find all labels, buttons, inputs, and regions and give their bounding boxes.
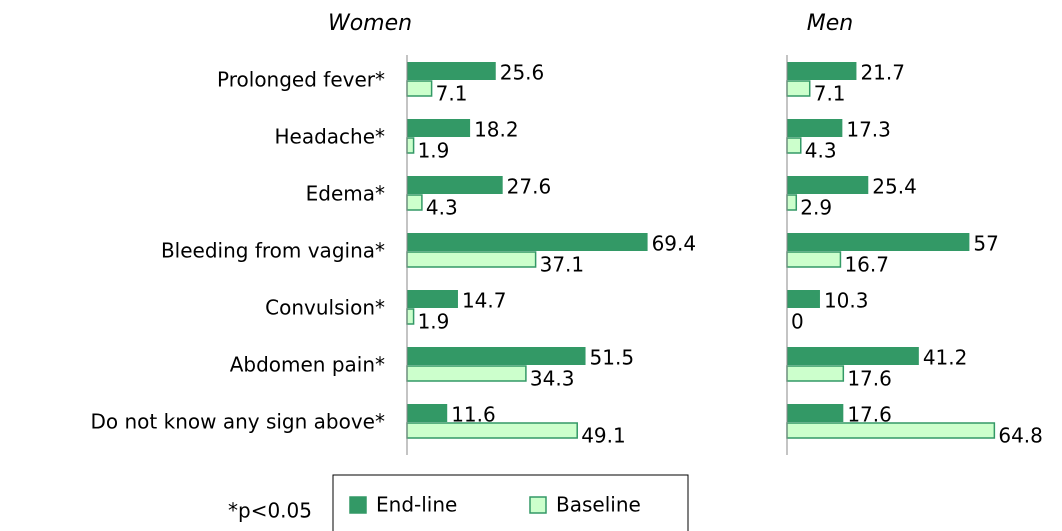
bar: [787, 404, 844, 422]
bar: [406, 137, 415, 154]
value-label: 2.9: [800, 196, 832, 220]
value-label: 21.7: [860, 61, 905, 85]
bar: [407, 404, 448, 422]
y-tick-label: Bleeding from vagina*: [161, 239, 385, 263]
bar: [406, 80, 433, 97]
y-tick-label: Headache*: [274, 125, 385, 149]
y-tick-label: Prolonged fever*: [217, 68, 385, 92]
value-label: 7.1: [814, 82, 846, 106]
footnote: *p<0.05: [228, 499, 312, 523]
bar: [406, 194, 423, 211]
bar: [787, 176, 869, 194]
bar: [406, 251, 537, 268]
bar: [406, 422, 578, 439]
bar: [786, 251, 842, 268]
bar: [787, 233, 970, 251]
value-label: 1.9: [418, 139, 450, 163]
value-label: 69.4: [652, 232, 697, 256]
value-label: 16.7: [844, 253, 889, 277]
bar: [786, 80, 811, 97]
value-label: 25.6: [500, 61, 545, 85]
legend-swatch: [529, 496, 547, 514]
value-label: 17.3: [846, 118, 891, 142]
value-label: 17.6: [847, 367, 892, 391]
bar: [786, 365, 845, 382]
value-label: 1.9: [418, 310, 450, 334]
legend-swatch: [349, 496, 367, 514]
y-tick-label: Convulsion*: [265, 296, 385, 320]
value-label: 18.2: [474, 118, 519, 142]
bar: [406, 308, 415, 325]
bar: [786, 194, 798, 211]
y-tick-label: Do not know any sign above*: [91, 410, 385, 434]
value-label: 37.1: [540, 253, 585, 277]
bar: [787, 119, 843, 137]
value-label: 0: [791, 310, 804, 334]
value-label: 34.3: [530, 367, 575, 391]
bar: [407, 176, 503, 194]
value-label: 4.3: [426, 196, 458, 220]
y-tick-label: Edema*: [306, 182, 385, 206]
bar: [407, 119, 471, 137]
panel-title: Women: [328, 11, 412, 36]
bar: [406, 365, 527, 382]
value-label: 14.7: [462, 289, 507, 313]
bar: [407, 62, 496, 80]
bar: [787, 62, 857, 80]
value-label: 41.2: [923, 346, 968, 370]
bar: [786, 137, 802, 154]
bar: [407, 347, 586, 365]
value-label: 57: [973, 232, 998, 256]
bar: [787, 347, 919, 365]
value-label: 25.4: [872, 175, 917, 199]
bar: [787, 290, 820, 308]
value-label: 7.1: [436, 82, 468, 106]
legend-label: End-line: [376, 493, 457, 517]
panel-title: Men: [807, 11, 853, 36]
value-label: 51.5: [590, 346, 635, 370]
value-label: 10.3: [824, 289, 869, 313]
legend-box: [332, 474, 689, 531]
value-label: 64.8: [998, 424, 1043, 448]
value-label: 49.1: [581, 424, 626, 448]
y-tick-label: Abdomen pain*: [230, 353, 385, 377]
value-label: 4.3: [805, 139, 837, 163]
value-label: 27.6: [507, 175, 552, 199]
bar: [407, 290, 458, 308]
bar: [407, 233, 648, 251]
bar: [786, 422, 996, 439]
legend-label: Baseline: [556, 493, 641, 517]
